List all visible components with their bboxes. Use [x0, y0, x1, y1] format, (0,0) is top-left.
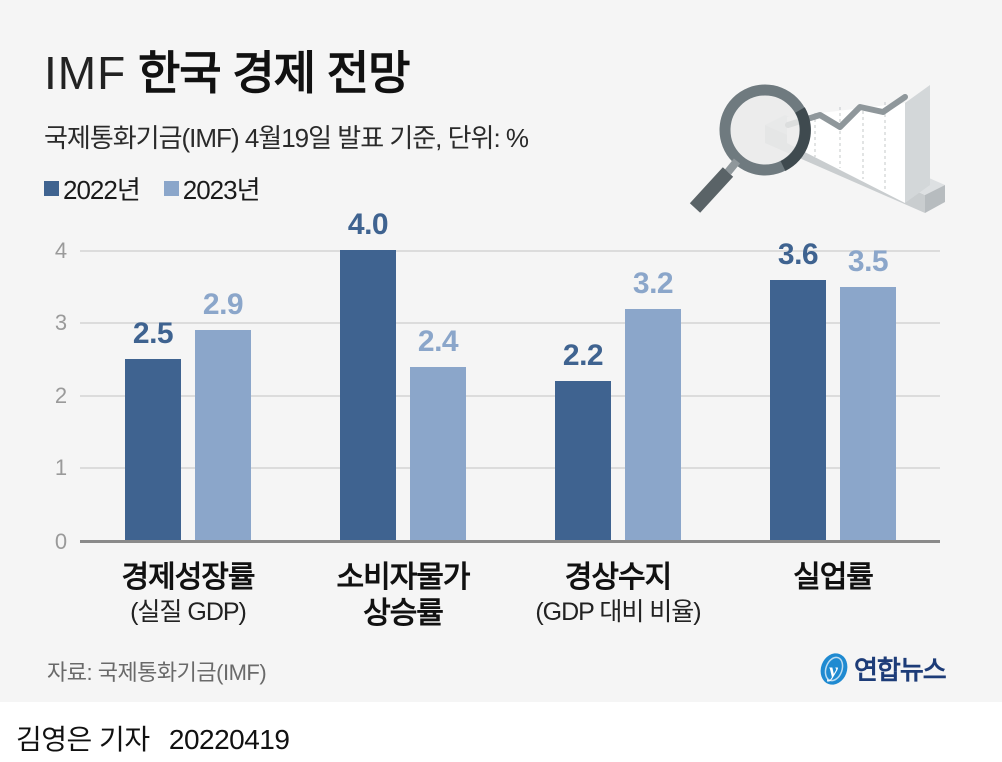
- yonhap-logo: y 연합뉴스: [818, 650, 947, 687]
- title-prefix: IMF: [44, 47, 127, 99]
- bar-chart: 4 3 2 1 0 2.5 2.9 4.0 2.4 2.2 3.2 3.6 3.…: [54, 208, 943, 632]
- category-line2: 상승률: [363, 597, 444, 630]
- source-note: 자료: 국제통화기금(IMF): [47, 660, 267, 685]
- chart-legend: 2022년 2023년: [44, 170, 284, 207]
- value-unemployment-2023: 3.5: [847, 245, 889, 278]
- value-unemployment-2022: 3.6: [777, 238, 819, 271]
- category-line1: 경상수지: [564, 561, 672, 594]
- y-tick-1: 1: [54, 455, 68, 480]
- legend-swatch-2022: [44, 181, 59, 196]
- page-title: IMF 한국 경제 전망: [44, 45, 410, 101]
- category-line1: 소비자물가: [336, 561, 471, 594]
- gridline-2: [80, 395, 940, 397]
- author-name: 김영은 기자: [16, 724, 150, 755]
- bar-current-account-2023: [625, 309, 681, 541]
- yonhap-logo-icon: y: [820, 652, 848, 685]
- value-current-account-2023: 3.2: [632, 267, 674, 300]
- gridline-4: [80, 250, 940, 252]
- category-label-cpi: 소비자물가 상승률: [293, 560, 513, 632]
- gridline-3: [80, 322, 940, 324]
- value-current-account-2022: 2.2: [562, 339, 604, 372]
- bar-growth-2022: [125, 359, 181, 541]
- bar-unemployment-2023: [840, 287, 896, 541]
- value-growth-2022: 2.5: [132, 317, 174, 350]
- y-tick-0: 0: [54, 529, 68, 554]
- legend-label-2022: 2022년: [63, 175, 141, 205]
- category-line2: (실질 GDP): [130, 598, 247, 626]
- bar-current-account-2022: [555, 381, 611, 541]
- bar-unemployment-2022: [770, 280, 826, 541]
- bar-cpi-2023: [410, 367, 466, 541]
- value-growth-2023: 2.9: [202, 288, 244, 321]
- title-main: 한국 경제 전망: [137, 47, 410, 99]
- legend-swatch-2023: [163, 181, 179, 196]
- legend-item-2022: 2022년: [44, 170, 141, 207]
- value-cpi-2023: 2.4: [417, 325, 459, 358]
- chart-subtitle: 국제통화기금(IMF) 4월19일 발표 기준, 단위: %: [44, 123, 529, 153]
- publish-date: 20220419: [168, 724, 290, 755]
- y-tick-4: 4: [54, 238, 68, 263]
- category-line1: 실업률: [793, 561, 874, 594]
- infographic-canvas: IMF 한국 경제 전망 국제통화기금(IMF) 4월19일 발표 기준, 단위…: [44, 45, 947, 687]
- gridline-1: [80, 467, 940, 469]
- y-tick-3: 3: [54, 310, 68, 335]
- bar-growth-2023: [195, 330, 251, 541]
- y-tick-2: 2: [54, 383, 68, 408]
- svg-text:y: y: [827, 660, 838, 682]
- legend-label-2023: 2023년: [182, 175, 261, 205]
- value-cpi-2022: 4.0: [347, 208, 389, 241]
- category-line2: (GDP 대비 비율): [535, 598, 701, 626]
- category-line1: 경제성장률: [121, 561, 256, 594]
- category-label-unemployment: 실업률: [723, 560, 943, 596]
- x-axis-baseline: [80, 540, 940, 543]
- category-label-growth: 경제성장률 (실질 GDP): [78, 560, 298, 628]
- legend-item-2023: 2023년: [163, 170, 261, 207]
- logo-text: 연합뉴스: [854, 655, 947, 685]
- bar-cpi-2022: [340, 250, 396, 541]
- category-label-current-account: 경상수지 (GDP 대비 비율): [508, 560, 728, 628]
- byline: 김영은 기자 20220419: [16, 718, 290, 758]
- magnifier-over-chart-icon: [689, 84, 945, 213]
